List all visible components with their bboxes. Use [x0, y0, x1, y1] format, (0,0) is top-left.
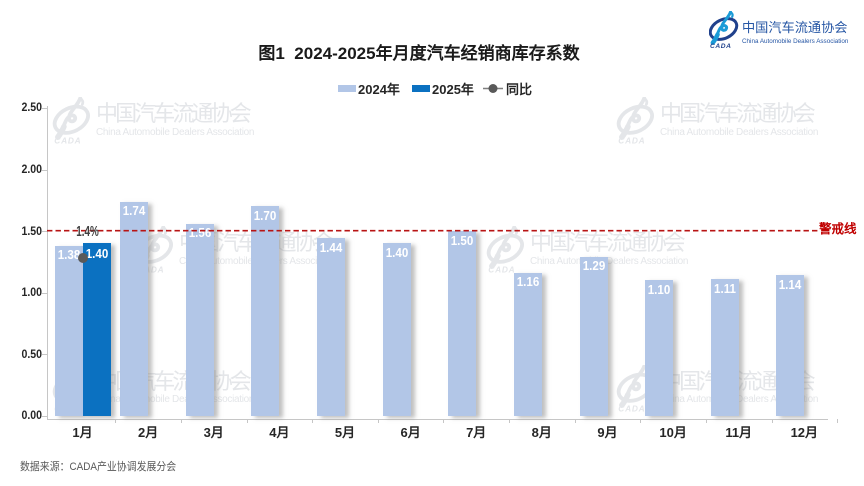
svg-text:CADA: CADA: [54, 136, 81, 145]
svg-text:CADA: CADA: [618, 136, 645, 145]
svg-text:CADA: CADA: [618, 403, 645, 412]
svg-text:CADA: CADA: [137, 265, 164, 274]
svg-text:CADA: CADA: [710, 43, 731, 49]
svg-text:CADA: CADA: [488, 265, 515, 274]
